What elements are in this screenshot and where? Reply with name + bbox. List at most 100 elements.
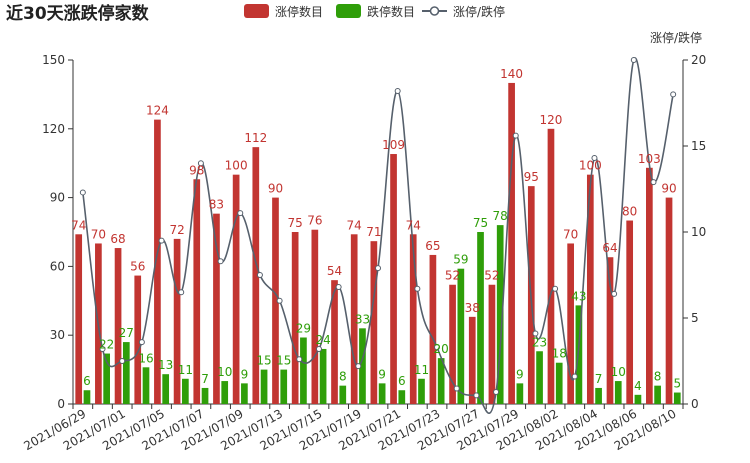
bar-down[interactable] [103,353,110,404]
bar-down[interactable] [260,369,268,404]
bar-down[interactable] [241,383,248,404]
bar-down[interactable] [280,369,288,404]
bar-up[interactable] [665,197,673,404]
ratio-point[interactable] [276,297,283,304]
ratio-point[interactable] [434,344,441,351]
bar-down[interactable] [359,328,366,404]
bar-up[interactable] [114,248,122,404]
bar-up[interactable] [390,154,397,404]
ratio-point[interactable] [217,258,224,265]
bar-up[interactable] [488,284,496,404]
bar-up[interactable] [75,234,83,404]
bar-up[interactable] [252,147,260,404]
ratio-point[interactable] [79,189,86,196]
bar-down[interactable] [673,392,681,404]
ratio-point[interactable] [335,284,342,291]
bar-down[interactable] [595,387,602,404]
ratio-point[interactable] [99,345,106,352]
ratio-point[interactable] [611,290,618,297]
bar-up[interactable] [606,257,614,404]
bar-down[interactable] [122,342,130,404]
bar-down[interactable] [516,383,524,404]
bar-up-label: 98 [189,163,204,177]
bar-up[interactable] [232,174,240,404]
bar-up[interactable] [154,119,161,405]
bar-down[interactable] [339,385,347,404]
ratio-point[interactable] [630,57,637,63]
ratio-point[interactable] [315,345,322,352]
bar-up[interactable] [567,243,574,404]
bar-up[interactable] [311,229,319,404]
ratio-point[interactable] [571,373,578,380]
bar-down[interactable] [614,381,622,404]
bar-down[interactable] [201,387,209,404]
bar-up[interactable] [291,232,299,404]
bar-up[interactable] [173,238,181,404]
legend-item-ratio[interactable]: 涨停/跌停 [422,4,505,19]
bar-down[interactable] [221,381,229,404]
bar-up[interactable] [508,82,515,404]
ratio-point[interactable] [512,132,519,139]
bar-down[interactable] [142,367,150,404]
ratio-point[interactable] [552,285,559,292]
ratio-point[interactable] [414,285,421,292]
ratio-point[interactable] [650,179,657,186]
ratio-point[interactable] [670,91,677,98]
ratio-point[interactable] [178,289,185,296]
bar-up[interactable] [449,284,456,404]
bar-down[interactable] [634,394,642,404]
bar-down[interactable] [418,378,425,404]
ratio-point[interactable] [158,237,165,244]
ratio-point[interactable] [453,385,460,392]
bar-up-label: 109 [382,138,405,152]
ratio-point[interactable] [591,155,598,162]
ratio-point[interactable] [394,87,401,94]
ratio-point[interactable] [119,358,126,364]
bar-down[interactable] [83,390,91,404]
bar-up[interactable] [213,213,220,404]
bar-up[interactable] [626,220,634,404]
ratio-point[interactable] [355,363,362,370]
bar-down[interactable] [437,358,445,404]
bar-down[interactable] [575,305,583,404]
bar-up[interactable] [370,241,378,404]
ratio-point[interactable] [375,265,381,272]
bar-up[interactable] [193,179,201,404]
bar-up[interactable] [468,316,476,404]
ratio-point[interactable] [197,160,204,167]
bar-down[interactable] [300,337,307,404]
ratio-point[interactable] [532,330,539,337]
ratio-point[interactable] [138,339,145,346]
ratio-point[interactable] [237,210,244,217]
ratio-point[interactable] [256,272,263,278]
bar-down[interactable] [162,374,170,404]
bar-up[interactable] [429,254,437,404]
ratio-point[interactable] [473,392,480,399]
bar-down[interactable] [654,385,661,404]
legend-item-down[interactable]: 跌停数目 [336,4,415,19]
bar-up-label: 72 [169,223,184,237]
ratio-point[interactable] [296,356,303,363]
bar-up[interactable] [272,197,279,404]
ratio-point[interactable] [493,388,500,395]
bar-down[interactable] [496,225,504,404]
bar-up[interactable] [350,234,358,404]
bar-up[interactable] [134,275,142,404]
legend-item-up[interactable]: 涨停数目 [244,4,323,19]
bar-down[interactable] [398,390,406,404]
bar-up[interactable] [646,167,653,404]
bar-down[interactable] [457,268,465,404]
bar-up[interactable] [586,174,594,404]
bar-up[interactable] [409,234,417,404]
bar-down[interactable] [477,232,484,404]
bar-down[interactable] [319,348,327,404]
bar-up-label: 100 [579,159,602,173]
bar-down[interactable] [182,378,189,404]
bar-up[interactable] [547,128,555,405]
bar-down[interactable] [378,383,386,404]
bar-down[interactable] [555,362,563,404]
bar-down[interactable] [536,351,543,404]
bar-labels: 7467022682756161241372119878310100911215… [71,67,681,393]
bar-down-label: 18 [552,347,567,361]
bar-up[interactable] [331,280,338,404]
